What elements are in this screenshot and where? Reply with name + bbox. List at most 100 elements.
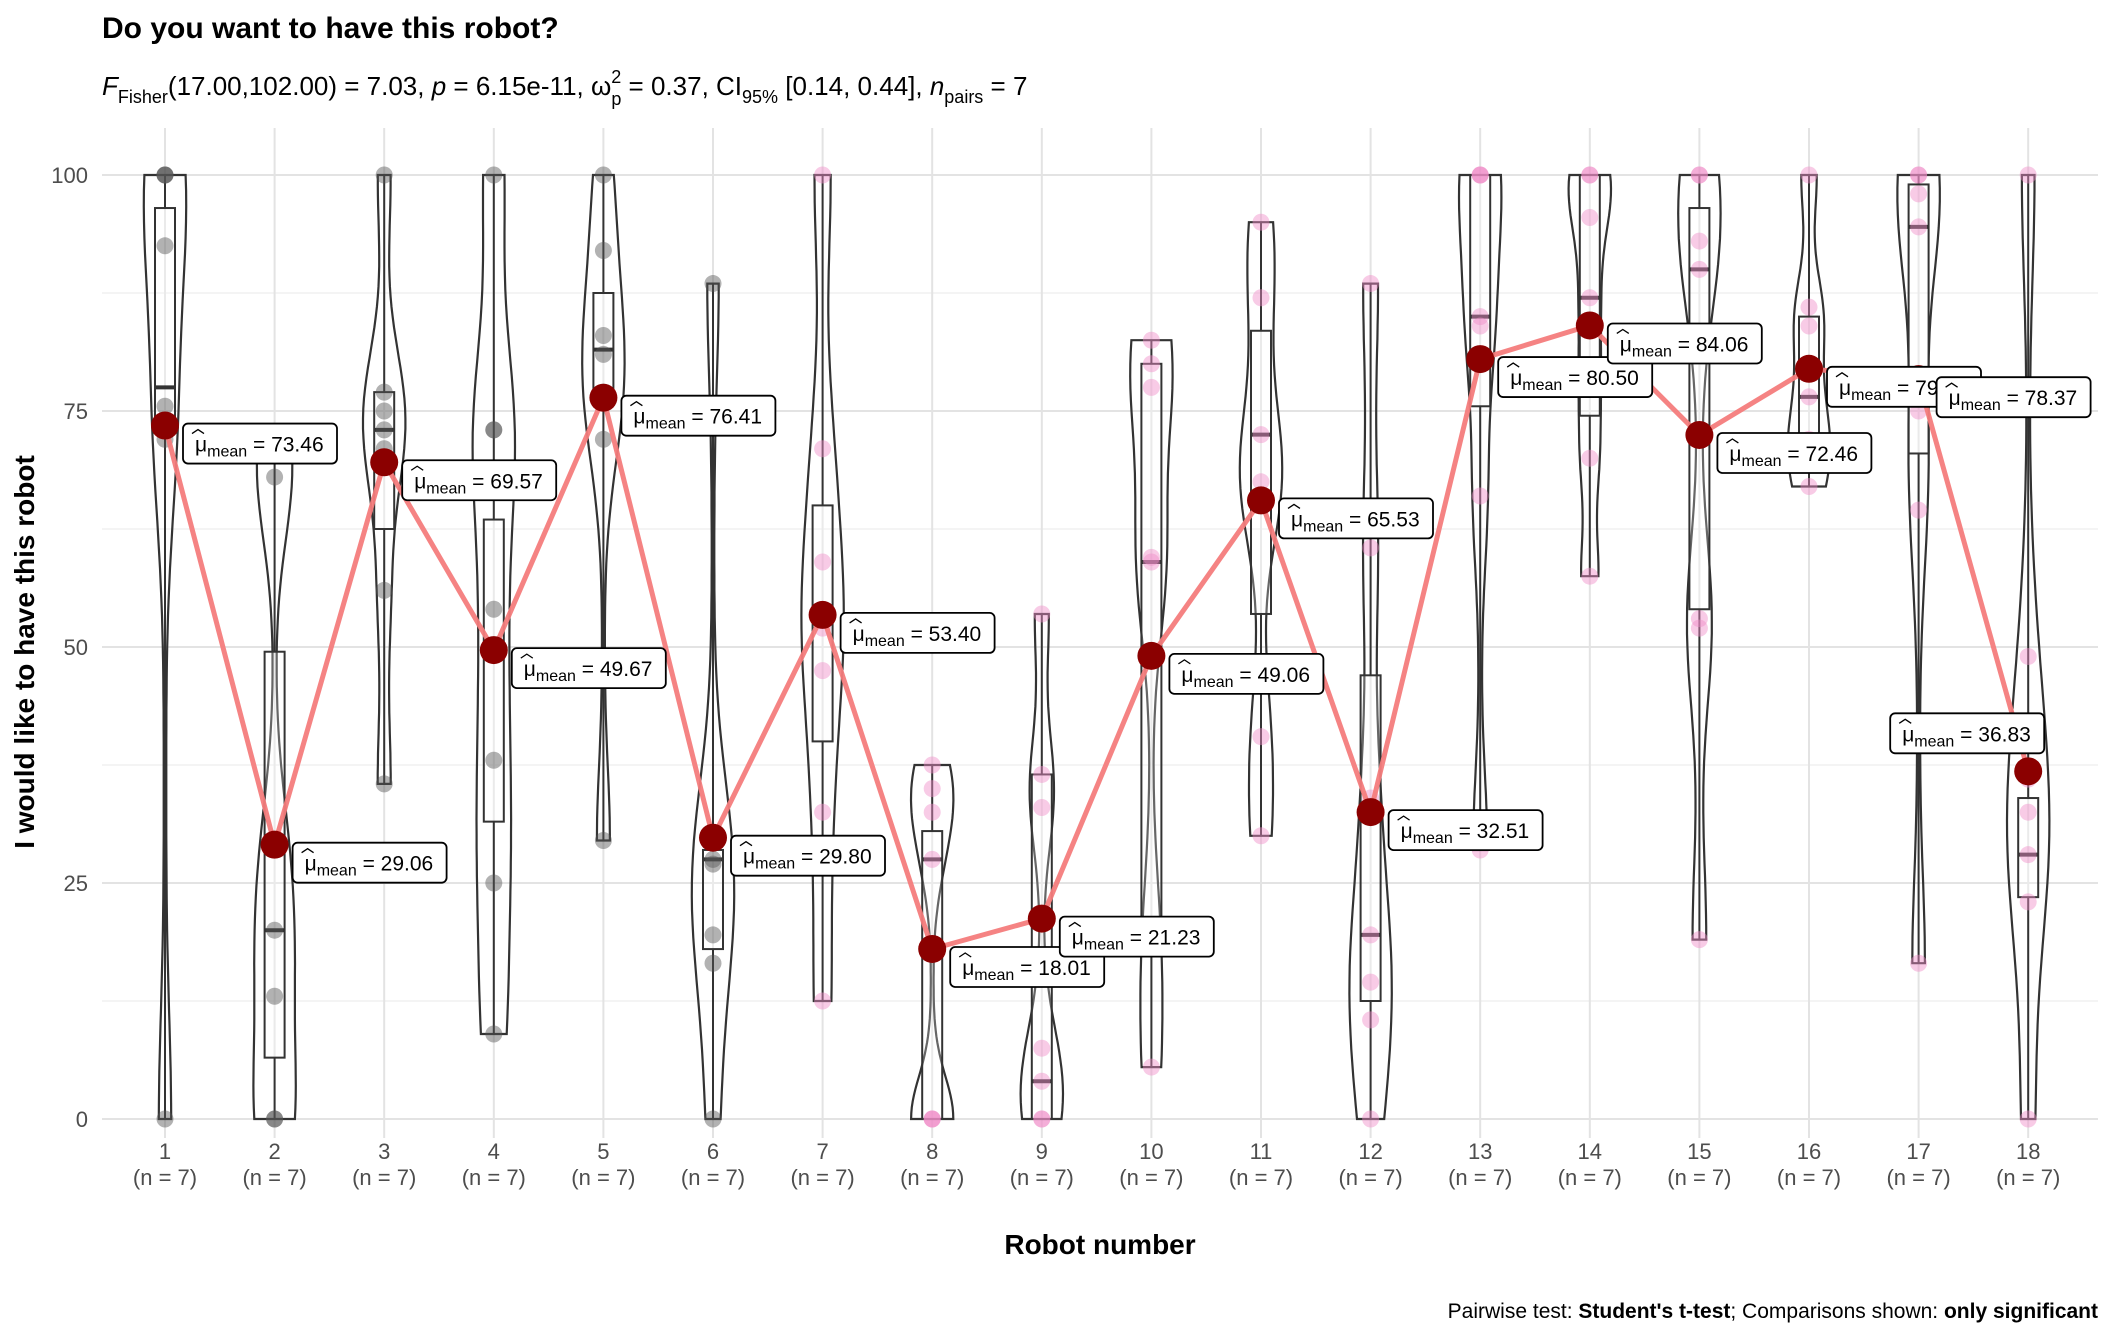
mean-label: μmean = 65.53 [1278,497,1434,540]
mean-point [589,383,618,412]
data-point [1471,308,1489,326]
violin [909,763,955,1121]
x-tick-n-label: (n = 7) [571,1165,635,1190]
violin [1129,339,1174,1069]
mean-label-text: μmean = 18.01 [962,957,1091,984]
x-tick-label: 15 [1687,1139,1711,1164]
data-point [1690,619,1708,637]
data-point [2019,1110,2037,1128]
violin [1786,173,1832,488]
hat-accent [410,465,424,471]
data-point [1581,208,1599,226]
hat-accent [1506,362,1520,368]
violin [2005,173,2051,1121]
data-point [1142,553,1160,571]
data-point [156,166,174,184]
data-point [1910,166,1928,184]
data-point [156,1110,174,1128]
x-tick-n-label: (n = 7) [1886,1165,1950,1190]
violin [1457,173,1503,852]
mean-label: μmean = 72.46 [1716,432,1873,474]
data-point [2019,647,2037,665]
data-point [704,954,722,972]
data-point [704,1110,722,1128]
data-point [156,166,174,184]
data-point [375,166,393,184]
data-point [1033,1110,1051,1128]
x-tick-label: 8 [926,1139,938,1164]
x-tick-n-label: (n = 7) [1010,1165,1074,1190]
x-axis-title: Robot number [1004,1229,1195,1260]
mean-label-box [1387,809,1544,852]
data-point [704,926,722,944]
mean-label: μmean = 53.40 [839,612,996,654]
mean-labels: μmean = 73.46 μmean = 29.06 μmean = 69.57 μ… [182,322,2092,988]
data-point [375,402,393,420]
x-tick-n-label: (n = 7) [681,1165,745,1190]
hat-accent [739,840,753,847]
x-tick-label: 14 [1578,1139,1602,1164]
mean-point [1795,354,1823,383]
mean-label-box [401,459,558,502]
data-point [485,421,503,439]
mean-point [1685,420,1714,449]
x-tick-label: 1 [159,1139,171,1164]
mean-line [162,322,2031,953]
mean-label-text: μmean = 65.53 [1291,508,1420,535]
data-point [266,921,284,939]
mean-label-text: μmean = 69.57 [414,470,543,497]
x-tick-label: 7 [816,1139,828,1164]
data-point [923,1110,941,1128]
mean-point [151,411,179,440]
data-point [1362,926,1380,944]
data-point [1471,166,1489,184]
mean-point [479,636,508,665]
data-point [923,780,941,798]
data-point [1142,548,1160,566]
mean-label-box [1168,652,1325,695]
data-point [2019,166,2037,184]
x-tick-n-label: (n = 7) [900,1165,964,1190]
mean-point [1466,345,1495,374]
y-tick-label: 0 [76,1107,88,1132]
y-tick-label: 25 [64,871,88,896]
mean-label: μmean = 84.06 [1606,322,1763,365]
x-tick-label: 5 [597,1139,609,1164]
hat-accent [958,952,972,958]
mean-label-text: μmean = 80.50 [1510,367,1639,394]
data-point [1252,426,1270,444]
mean-label-text: μmean = 73.46 [195,434,324,461]
violin [1348,282,1393,1121]
mean-label-box [510,647,667,690]
mean-point [1575,311,1604,340]
data-point [1471,317,1489,335]
x-tick-label: 16 [1797,1139,1821,1164]
mean-point [918,934,947,963]
data-point [156,397,174,415]
data-point [704,850,722,868]
x-tick-label: 9 [1036,1139,1048,1164]
data-point [1033,605,1051,623]
data-point [1033,1039,1051,1057]
data-point [1581,289,1599,307]
data-point [375,775,393,793]
data-point [485,874,503,892]
data-point [594,166,612,184]
mean-point [1356,798,1385,827]
data-point [2019,803,2037,821]
y-axis-title: I would like to have this robot [9,455,40,849]
box [1688,207,1711,611]
hat-accent [1945,382,1958,388]
data-point [814,440,832,458]
x-tick-n-label: (n = 7) [1448,1165,1512,1190]
data-point [266,987,284,1005]
mean-label-text: μmean = 32.51 [1401,820,1530,847]
mean-label-box [1497,356,1654,398]
data-point [1362,539,1380,557]
mean-label: μmean = 29.80 [730,834,886,877]
mean-label-box [1935,376,2092,419]
mean-point [1137,641,1166,670]
mean-label-box [1278,497,1434,540]
x-tick-n-label: (n = 7) [1996,1165,2060,1190]
box [2017,797,2040,899]
